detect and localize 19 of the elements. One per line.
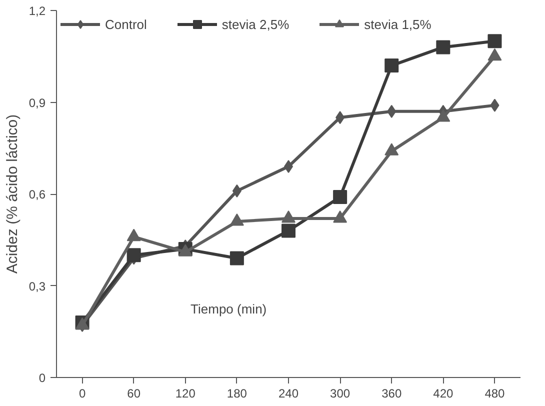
legend-label: Control xyxy=(105,16,147,32)
x-tick-label: 60 xyxy=(127,386,141,400)
x-axis-title: Tiempo (min) xyxy=(190,301,267,316)
y-axis-title: Acidez (% ácido láctico) xyxy=(4,114,21,274)
x-tick-label: 300 xyxy=(330,386,350,400)
y-tick-label: 0,9 xyxy=(28,96,46,110)
x-tick-label: 120 xyxy=(175,386,196,400)
y-tick-label: 1,2 xyxy=(28,4,46,18)
y-tick-label: 0,3 xyxy=(28,279,46,294)
legend-label: stevia 1,5% xyxy=(364,16,432,32)
x-tick-label: 480 xyxy=(484,386,506,400)
x-tick-label: 360 xyxy=(382,386,402,400)
x-tick-label: 0 xyxy=(78,386,86,400)
y-tick-label: 0,6 xyxy=(28,188,46,202)
x-tick-label: 180 xyxy=(226,386,248,400)
legend-label: stevia 2,5% xyxy=(222,16,290,32)
y-tick-label: 0 xyxy=(38,371,46,385)
x-tick-label: 420 xyxy=(433,386,454,400)
x-tick-label: 240 xyxy=(278,386,299,400)
